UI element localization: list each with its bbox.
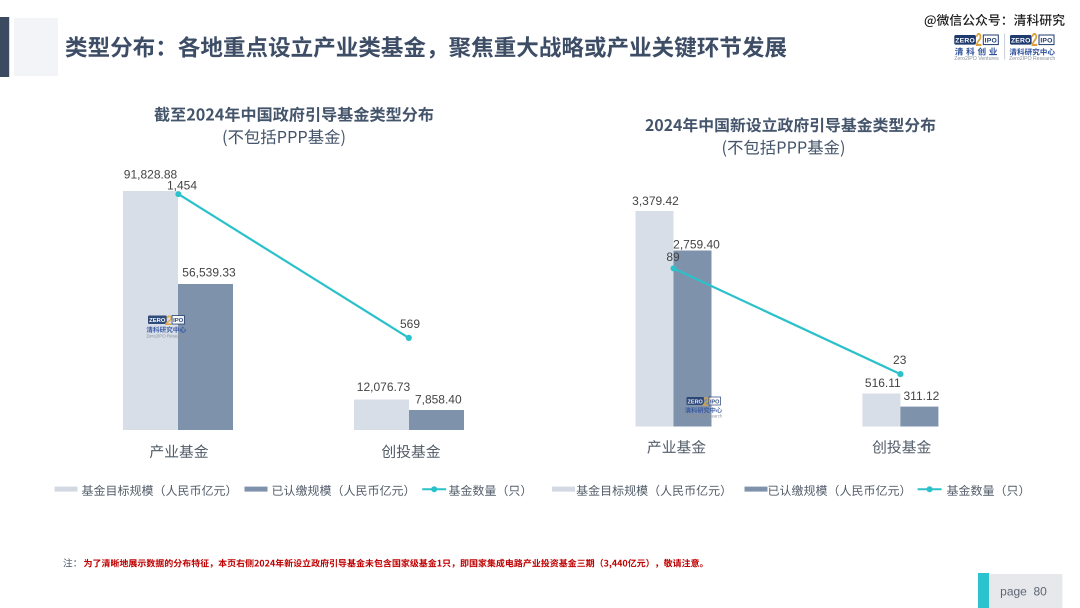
svg-text:IPO: IPO [710, 399, 720, 405]
svg-text:ZERO: ZERO [688, 399, 704, 405]
svg-text:2: 2 [1031, 31, 1037, 51]
svg-text:Zero2IPO Research: Zero2IPO Research [1009, 56, 1055, 62]
svg-text:2: 2 [164, 313, 173, 328]
svg-text:91,828.88: 91,828.88 [124, 168, 178, 182]
svg-text:ZERO: ZERO [149, 318, 166, 324]
svg-text:IPO: IPO [1040, 38, 1052, 45]
svg-text:Zero2IPO Research: Zero2IPO Research [146, 333, 186, 338]
svg-text:56,539.33: 56,539.33 [182, 266, 236, 280]
svg-text:12,076.73: 12,076.73 [357, 380, 411, 394]
svg-text:23: 23 [893, 353, 907, 367]
svg-text:page 80: page 80 [1000, 585, 1047, 599]
svg-text:IPO: IPO [173, 318, 184, 324]
svg-text:89: 89 [666, 250, 680, 264]
svg-text:2: 2 [976, 31, 982, 51]
svg-text:Zero2IPO Ventures: Zero2IPO Ventures [954, 56, 999, 62]
svg-text:3,379.42: 3,379.42 [632, 194, 679, 208]
svg-text:516.11: 516.11 [865, 376, 901, 390]
svg-text:7,858.40: 7,858.40 [415, 392, 462, 406]
svg-text:1,454: 1,454 [167, 178, 197, 192]
svg-text:2,759.40: 2,759.40 [673, 238, 720, 252]
svg-text:ZERO: ZERO [955, 38, 975, 45]
svg-text:569: 569 [400, 317, 420, 331]
svg-text:2: 2 [702, 395, 710, 409]
svg-text:311.12: 311.12 [903, 389, 939, 403]
svg-text:Zero2IPO Research: Zero2IPO Research [685, 414, 723, 419]
svg-text:IPO: IPO [985, 38, 997, 45]
svg-text:ZERO: ZERO [1011, 38, 1031, 45]
